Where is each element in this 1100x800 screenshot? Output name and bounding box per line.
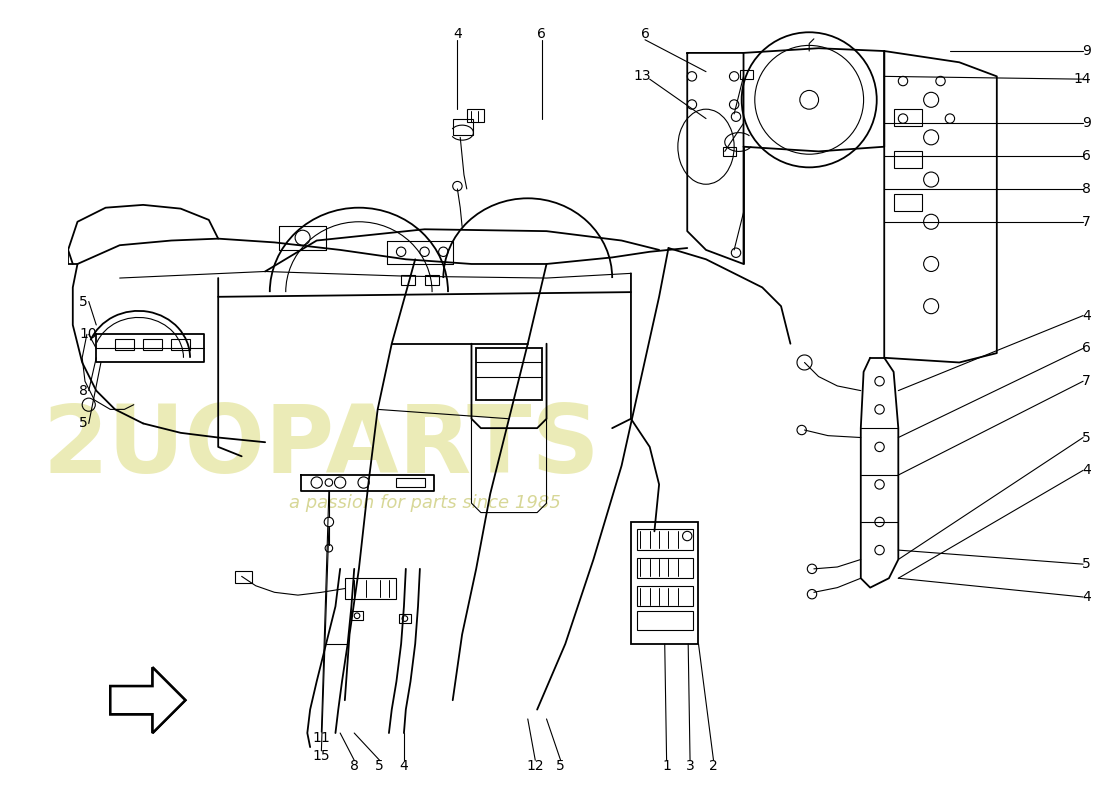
Bar <box>637 611 693 630</box>
Bar <box>476 349 542 400</box>
Bar <box>723 146 736 156</box>
Bar <box>116 339 134 350</box>
Text: 6: 6 <box>1081 149 1090 163</box>
Text: 10: 10 <box>79 327 97 342</box>
Text: 14: 14 <box>1072 72 1090 86</box>
Text: 8: 8 <box>350 759 359 773</box>
Bar <box>399 614 410 623</box>
Bar <box>351 611 363 621</box>
Text: 4: 4 <box>453 27 462 41</box>
Bar <box>466 109 484 122</box>
Text: 5: 5 <box>79 294 88 309</box>
Text: 7: 7 <box>1082 214 1090 229</box>
Text: 7: 7 <box>1082 374 1090 388</box>
Bar <box>740 70 752 79</box>
Polygon shape <box>110 667 186 733</box>
Text: 5: 5 <box>557 759 565 773</box>
Text: 15: 15 <box>312 750 330 763</box>
Text: 5: 5 <box>79 417 88 430</box>
Text: 12: 12 <box>527 759 544 773</box>
Bar <box>396 478 425 487</box>
Bar <box>637 558 693 578</box>
Bar <box>235 570 252 583</box>
Text: 1: 1 <box>662 759 671 773</box>
Text: 5: 5 <box>375 759 384 773</box>
Text: 4: 4 <box>1082 463 1090 478</box>
Text: 4: 4 <box>399 759 408 773</box>
Bar <box>402 275 415 285</box>
Bar <box>893 194 922 210</box>
Text: 8: 8 <box>1081 182 1090 196</box>
Text: 6: 6 <box>640 27 649 41</box>
Bar <box>453 118 473 135</box>
Text: 11: 11 <box>312 730 330 745</box>
Text: 6: 6 <box>1081 342 1090 355</box>
Text: 3: 3 <box>685 759 694 773</box>
Text: 2: 2 <box>710 759 718 773</box>
Bar <box>637 586 693 606</box>
Text: a passion for parts since 1985: a passion for parts since 1985 <box>288 494 561 512</box>
Bar <box>425 275 439 285</box>
Text: 5: 5 <box>1082 557 1090 571</box>
Text: 9: 9 <box>1081 116 1090 130</box>
Text: 8: 8 <box>79 384 88 398</box>
Bar <box>637 530 693 550</box>
Text: 6: 6 <box>538 27 547 41</box>
Text: 9: 9 <box>1081 44 1090 58</box>
Text: 4: 4 <box>1082 590 1090 604</box>
Text: 5: 5 <box>1082 430 1090 445</box>
Bar <box>344 578 396 599</box>
Bar <box>893 151 922 168</box>
Text: 4: 4 <box>1082 309 1090 322</box>
Bar <box>143 339 162 350</box>
Bar <box>893 109 922 126</box>
Text: 13: 13 <box>634 70 651 83</box>
Bar <box>631 522 698 644</box>
Bar <box>172 339 190 350</box>
Text: 2UOPARTS: 2UOPARTS <box>43 401 601 493</box>
